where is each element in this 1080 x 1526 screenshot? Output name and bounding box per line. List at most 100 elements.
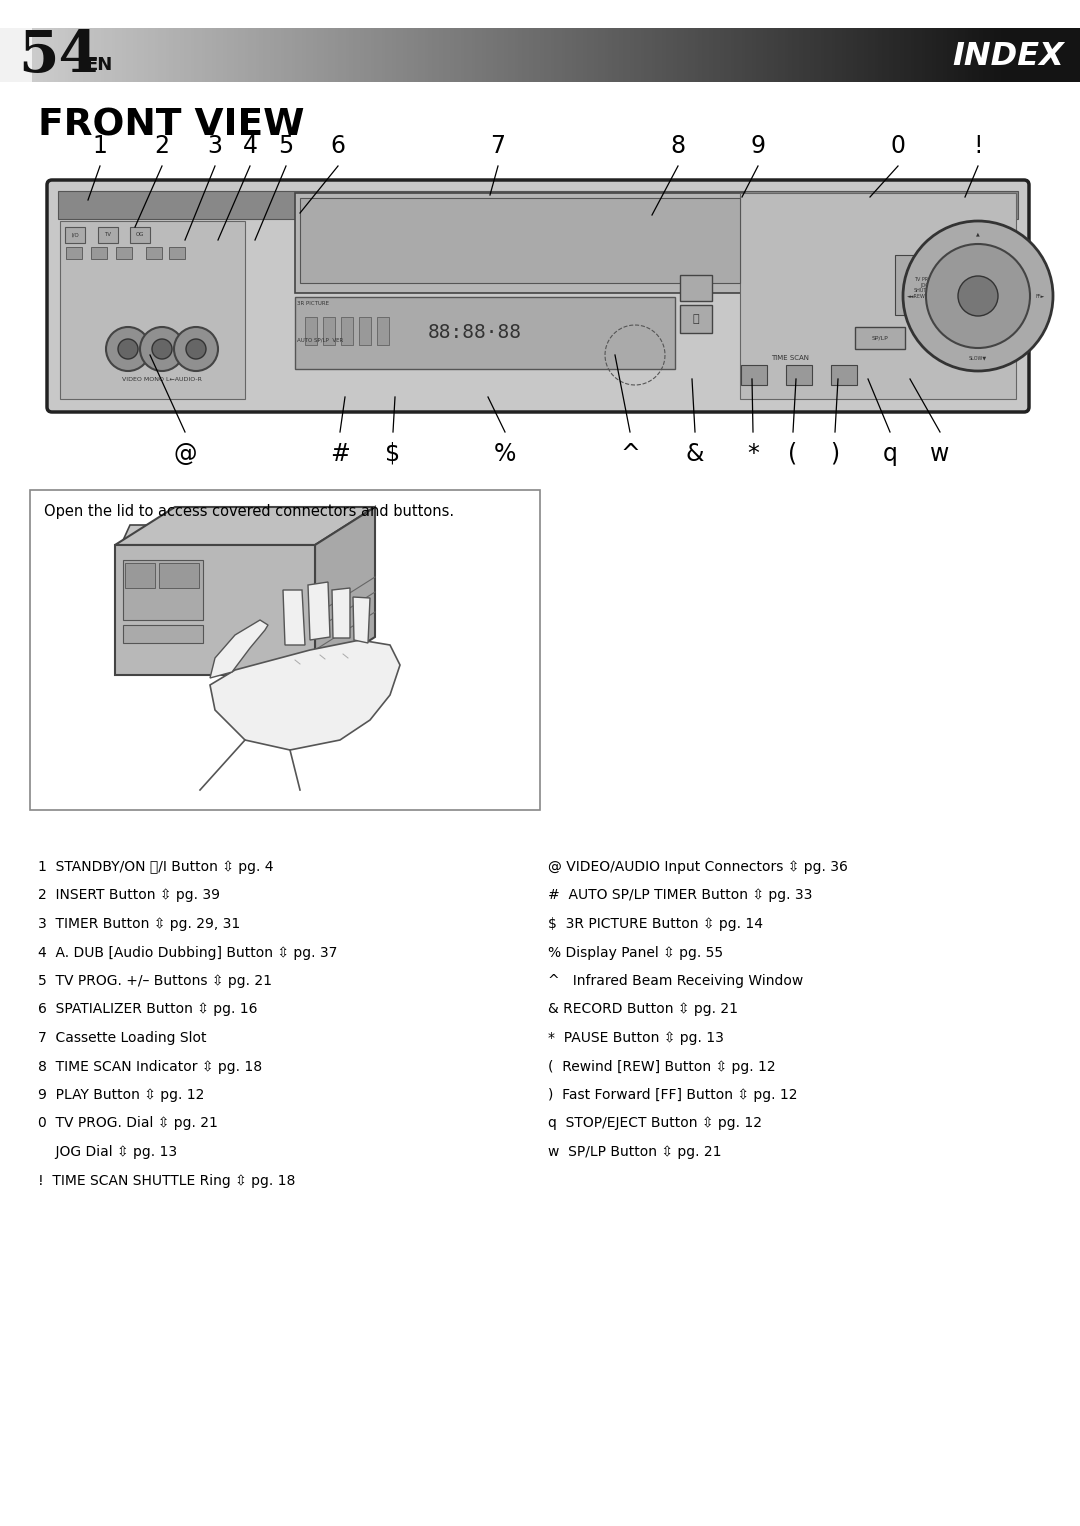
Bar bbox=[159, 27, 162, 82]
Bar bbox=[605, 27, 608, 82]
Bar bbox=[551, 27, 554, 82]
Bar bbox=[526, 27, 529, 82]
Bar bbox=[543, 27, 548, 82]
Bar bbox=[267, 27, 270, 82]
Bar bbox=[349, 27, 353, 82]
Polygon shape bbox=[120, 525, 320, 546]
Bar bbox=[950, 27, 954, 82]
Bar bbox=[867, 27, 872, 82]
Bar bbox=[954, 27, 958, 82]
Bar bbox=[144, 27, 148, 82]
Text: VIDEO MONO L←AUDIO-R: VIDEO MONO L←AUDIO-R bbox=[122, 377, 202, 382]
Bar bbox=[997, 27, 1001, 82]
Bar bbox=[1044, 27, 1048, 82]
Bar bbox=[30, 490, 540, 810]
Polygon shape bbox=[315, 507, 375, 674]
Bar bbox=[208, 27, 213, 82]
Bar bbox=[788, 27, 792, 82]
Bar bbox=[173, 27, 176, 82]
Text: & RECORD Button ⇳ pg. 21: & RECORD Button ⇳ pg. 21 bbox=[548, 1003, 738, 1016]
Bar bbox=[137, 27, 140, 82]
Bar bbox=[162, 27, 165, 82]
Bar bbox=[414, 27, 418, 82]
Bar bbox=[241, 27, 245, 82]
Text: 6: 6 bbox=[330, 134, 346, 159]
Bar bbox=[1015, 27, 1018, 82]
Bar bbox=[659, 27, 662, 82]
Bar bbox=[335, 27, 338, 82]
Bar bbox=[630, 27, 634, 82]
Bar bbox=[94, 27, 97, 82]
Circle shape bbox=[152, 339, 172, 359]
Bar bbox=[532, 27, 537, 82]
Bar bbox=[478, 27, 483, 82]
Text: INDEX: INDEX bbox=[953, 41, 1064, 72]
Bar bbox=[740, 192, 1016, 398]
Text: !: ! bbox=[973, 134, 983, 159]
Bar bbox=[774, 27, 778, 82]
Bar bbox=[796, 27, 799, 82]
Bar bbox=[76, 27, 79, 82]
Bar bbox=[1062, 27, 1066, 82]
Text: )  Fast Forward [FF] Button ⇳ pg. 12: ) Fast Forward [FF] Button ⇳ pg. 12 bbox=[548, 1088, 797, 1102]
Bar bbox=[273, 27, 278, 82]
Bar bbox=[281, 27, 284, 82]
Bar bbox=[710, 27, 713, 82]
Bar bbox=[648, 27, 651, 82]
Bar bbox=[651, 27, 656, 82]
Bar bbox=[724, 27, 727, 82]
Circle shape bbox=[958, 276, 998, 316]
Text: 2: 2 bbox=[154, 134, 170, 159]
Bar bbox=[0, 27, 3, 82]
Bar bbox=[673, 27, 677, 82]
Bar bbox=[753, 27, 756, 82]
Bar bbox=[205, 27, 208, 82]
Bar bbox=[947, 27, 950, 82]
Bar bbox=[256, 27, 259, 82]
Bar bbox=[961, 27, 964, 82]
Bar bbox=[900, 27, 904, 82]
Bar bbox=[356, 27, 360, 82]
Bar bbox=[123, 560, 203, 620]
Bar bbox=[79, 27, 83, 82]
Bar bbox=[299, 27, 302, 82]
Bar bbox=[842, 27, 846, 82]
Bar bbox=[886, 27, 889, 82]
Bar bbox=[440, 27, 443, 82]
Bar bbox=[284, 27, 288, 82]
Bar bbox=[310, 27, 313, 82]
Text: !  TIME SCAN SHUTTLE Ring ⇳ pg. 18: ! TIME SCAN SHUTTLE Ring ⇳ pg. 18 bbox=[38, 1173, 295, 1187]
Bar bbox=[958, 27, 961, 82]
Bar bbox=[637, 27, 640, 82]
Circle shape bbox=[140, 327, 184, 371]
Bar bbox=[396, 27, 400, 82]
Bar bbox=[151, 27, 154, 82]
Bar bbox=[645, 27, 648, 82]
Bar bbox=[66, 247, 82, 259]
Bar bbox=[418, 27, 421, 82]
Text: 7: 7 bbox=[490, 134, 505, 159]
Bar bbox=[504, 27, 508, 82]
Bar bbox=[872, 27, 875, 82]
Bar bbox=[594, 27, 597, 82]
Bar bbox=[403, 27, 407, 82]
Bar bbox=[810, 27, 813, 82]
Bar bbox=[511, 27, 515, 82]
Bar bbox=[565, 27, 569, 82]
Bar bbox=[159, 563, 199, 588]
Bar bbox=[540, 27, 543, 82]
Bar bbox=[680, 27, 684, 82]
Polygon shape bbox=[283, 591, 305, 645]
Bar bbox=[1055, 27, 1058, 82]
Bar bbox=[634, 27, 637, 82]
Bar bbox=[623, 27, 626, 82]
Bar bbox=[972, 27, 975, 82]
Circle shape bbox=[106, 327, 150, 371]
Bar bbox=[980, 27, 983, 82]
Bar bbox=[202, 27, 205, 82]
Bar bbox=[720, 27, 724, 82]
Bar bbox=[569, 27, 572, 82]
Bar bbox=[666, 27, 670, 82]
Polygon shape bbox=[114, 507, 375, 545]
Text: 9  PLAY Button ⇳ pg. 12: 9 PLAY Button ⇳ pg. 12 bbox=[38, 1088, 204, 1102]
